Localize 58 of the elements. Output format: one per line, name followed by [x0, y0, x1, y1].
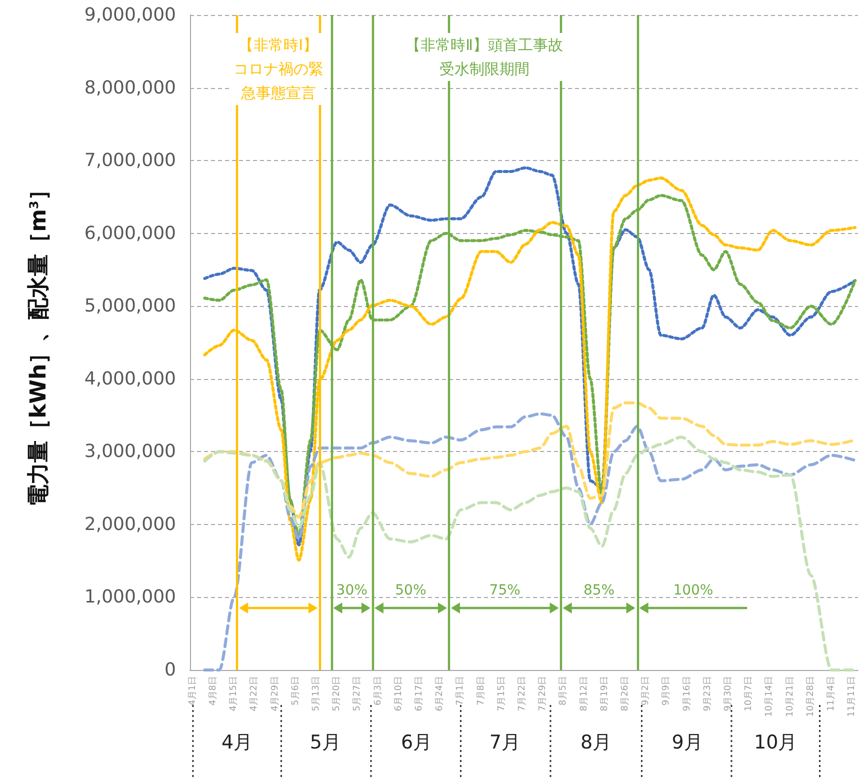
x-tick-label: 6月3日: [373, 676, 384, 706]
x2-tick-label: 9月: [672, 732, 703, 754]
x-tick-label: 9月2日: [641, 676, 652, 706]
y-tick-label: 1,000,000: [84, 586, 176, 608]
y-axis-title: 電力量［kWh］、配水量［m3］: [26, 178, 52, 506]
y-tick-label: 6,000,000: [84, 222, 176, 244]
x-tick-label: 4月29日: [270, 676, 280, 712]
annotation: 75%: [489, 582, 520, 601]
annotation: 50%: [395, 582, 426, 601]
x-tick-label: 6月17日: [414, 676, 425, 712]
x-tick-label: 4月1日: [188, 676, 198, 706]
y-tick-label: 4,000,000: [84, 368, 176, 390]
x-tick-label: 8月26日: [620, 676, 631, 712]
annotation: 85%: [583, 582, 615, 601]
y-tick-label: 7,000,000: [84, 150, 176, 172]
x-tick-label: 10月14日: [764, 676, 775, 717]
x-tick-label: 9月16日: [682, 676, 692, 712]
x-tick-label: 11月11日: [847, 676, 858, 717]
x-tick-label: 8月5日: [558, 676, 569, 706]
x-tick-label: 8月19日: [600, 676, 610, 712]
x-tick-label: 7月29日: [538, 676, 548, 712]
annotation: 100%: [673, 582, 714, 601]
x-tick-label: 7月1日: [456, 676, 466, 706]
x-tick-label: 4月22日: [250, 676, 260, 712]
y-tick-label: 5,000,000: [84, 296, 176, 317]
x2-tick-label: 8月: [580, 732, 612, 754]
x-tick-label: 10月21日: [785, 676, 796, 717]
annotation: 【非常時Ⅰ】コロナ禍の緊急事態宣言: [232, 33, 325, 105]
x2-tick-label: 4月: [222, 732, 253, 754]
y-tick-label: 8,000,000: [84, 77, 176, 98]
x2-tick-label: 10月: [754, 732, 798, 754]
x-tick-label: 6月10日: [394, 676, 404, 712]
x-tick-label: 5月27日: [352, 676, 363, 712]
y-tick-label: 0: [164, 660, 176, 680]
y-tick-label: 3,000,000: [84, 441, 176, 462]
y-tick-label: 9,000,000: [84, 4, 176, 26]
x-tick-label: 5月6日: [290, 676, 301, 706]
x-tick-label: 10月7日: [744, 676, 754, 712]
x2-tick-label: 6月: [401, 732, 432, 754]
y-tick-label: 2,000,000: [84, 514, 176, 535]
x-tick-label: 7月22日: [518, 676, 528, 712]
x-tick-label: 7月8日: [476, 676, 486, 706]
x-tick-label: 5月13日: [312, 676, 322, 712]
x-tick-label: 11月4日: [826, 676, 837, 712]
x-tick-label: 7月15日: [496, 676, 507, 712]
annotation: 30%: [336, 582, 368, 601]
x-tick-label: 5月20日: [332, 676, 342, 712]
x-tick-label: 10月28日: [806, 676, 816, 717]
x-tick-label: 9月23日: [702, 676, 713, 712]
annotation: 【非常時Ⅱ】頭首工事故受水制限期間: [400, 33, 568, 81]
x-tick-label: 9月9日: [662, 676, 672, 706]
x-tick-label: 6月24日: [435, 676, 446, 712]
x-tick-label: 4月8日: [208, 676, 219, 706]
x2-tick-label: 7月: [489, 732, 520, 754]
x-tick-label: 8月12日: [579, 676, 590, 712]
x-tick-label: 9月30日: [724, 676, 734, 712]
x-tick-label: 4月15日: [229, 676, 240, 712]
x2-tick-label: 5月: [310, 732, 341, 754]
